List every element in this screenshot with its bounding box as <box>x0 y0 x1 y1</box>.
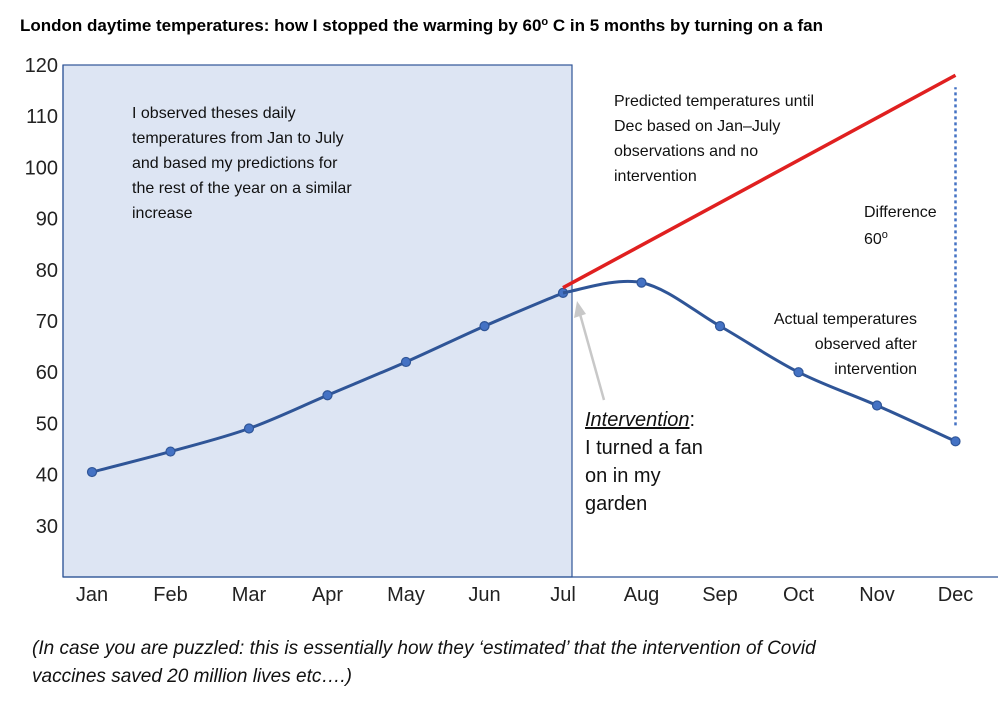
intervention-annotation: I turned a fan on in my garden <box>585 437 703 515</box>
predicted-annotation-line: Dec based on Jan–July <box>614 118 780 135</box>
observed-annotation: I observed theses daily temperatures from… <box>132 105 352 222</box>
x-tick-label: Sep <box>702 584 738 606</box>
footnote-line: (In case you are puzzled: this is essent… <box>32 638 817 659</box>
y-tick-label: 110 <box>26 106 58 128</box>
series-predicted-line <box>562 73 957 290</box>
series-actual-after-intervention-line <box>562 279 957 443</box>
x-tick-label: Jun <box>468 584 500 606</box>
chart-title-tail: C in 5 months by turning on a fan <box>548 16 823 35</box>
predicted-annotation-line: intervention <box>614 168 697 185</box>
predicted-annotation-line: observations and no <box>614 143 758 160</box>
x-tick-label: Mar <box>232 584 267 606</box>
y-tick-label: 30 <box>36 516 58 538</box>
x-tick-label: Feb <box>153 584 187 606</box>
plot-area: 30 40 50 60 70 80 90 100 110 120 Jan Feb Mar Apr May Ju… <box>25 55 998 606</box>
x-tick-label: Aug <box>624 584 660 606</box>
intervention-annotation-line: on in my <box>585 465 661 487</box>
actual-annotation-line: Actual temperatures <box>774 311 917 328</box>
intervention-arrow-head <box>574 301 586 318</box>
footnote: (In case you are puzzled: this is essent… <box>32 638 817 687</box>
observed-annotation-line: increase <box>132 205 193 222</box>
predicted-annotation: Predicted temperatures until Dec based on… <box>614 93 814 185</box>
observed-annotation-line: temperatures from Jan to July <box>132 130 344 147</box>
y-tick-label: 90 <box>36 209 58 231</box>
footnote-line: vaccines saved 20 million lives etc….) <box>32 666 352 687</box>
y-tick-label: 60 <box>36 362 58 384</box>
difference-value-sup: o <box>882 229 888 241</box>
x-tick-label: Oct <box>783 584 815 606</box>
observed-annotation-line: the rest of the year on a similar <box>132 180 352 197</box>
chart-title-superscript: o <box>541 16 548 28</box>
predicted-annotation-line: Predicted temperatures until <box>614 93 814 110</box>
y-tick-label: 120 <box>25 55 58 77</box>
actual-annotation: Actual temperatures observed after interve… <box>774 311 918 378</box>
x-tick-label: Apr <box>312 584 343 606</box>
y-tick-label: 40 <box>36 465 58 487</box>
x-tick-label: Nov <box>859 584 895 606</box>
x-tick-label: Dec <box>938 584 974 606</box>
x-tick-label: Jan <box>76 584 108 606</box>
data-point-observed <box>479 321 490 332</box>
chart-title: London daytime temperatures: how I stopp… <box>20 16 823 35</box>
difference-label: Difference <box>864 204 937 221</box>
intervention-annotation-line: garden <box>585 493 647 515</box>
intervention-title-colon: : <box>690 409 696 431</box>
actual-annotation-line: observed after <box>815 336 918 353</box>
y-tick-label: 100 <box>25 157 58 179</box>
observation-period-region <box>62 64 573 578</box>
x-tick-label: May <box>387 584 425 606</box>
data-point-observed <box>400 356 412 368</box>
y-tick-label: 70 <box>36 311 58 333</box>
data-point-actual-after-intervention <box>714 321 726 332</box>
chart-title-main: London daytime temperatures: how I stopp… <box>20 16 541 35</box>
data-point-actual-after-intervention <box>871 400 883 411</box>
data-point-actual-after-intervention <box>950 436 961 447</box>
intervention-annotation-line: I turned a fan <box>585 437 703 459</box>
data-point-actual-after-intervention <box>793 367 804 378</box>
difference-value: 60o <box>864 229 888 248</box>
intervention-title-word: Intervention <box>585 409 690 431</box>
data-point-actual-after-intervention <box>636 277 647 288</box>
intervention-arrow-shaft <box>578 313 606 401</box>
intervention-title: Intervention: <box>585 409 695 431</box>
data-point-observed <box>86 466 98 478</box>
observed-annotation-line: and based my predictions for <box>132 155 338 172</box>
data-point-observed <box>322 390 333 401</box>
data-point-observed <box>243 423 255 434</box>
actual-annotation-line: intervention <box>834 361 917 378</box>
y-tick-label: 80 <box>36 260 58 282</box>
difference-value-number: 60 <box>864 231 882 248</box>
observed-annotation-line: I observed theses daily <box>132 105 296 122</box>
data-point-observed <box>165 446 176 457</box>
y-tick-label: 50 <box>36 413 58 435</box>
x-tick-label: Jul <box>550 584 576 606</box>
